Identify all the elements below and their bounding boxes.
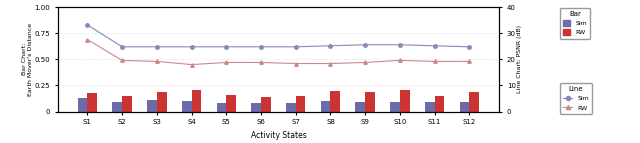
Y-axis label: Line Chart: PSNR (dB): Line Chart: PSNR (dB) (517, 25, 522, 93)
Bar (157, 92, 166, 112)
Bar (216, 103, 227, 112)
Bar (425, 102, 435, 112)
Bar (460, 102, 469, 112)
Bar (252, 103, 261, 112)
Bar (191, 90, 202, 112)
Bar (113, 102, 122, 112)
Bar (321, 101, 330, 112)
Bar (147, 100, 157, 112)
Bar (469, 92, 479, 112)
Bar (261, 97, 271, 112)
Bar (227, 95, 236, 112)
Bar (400, 90, 410, 112)
Bar (390, 102, 400, 112)
Bar (296, 96, 305, 112)
Bar (182, 101, 191, 112)
Bar (122, 96, 132, 112)
Bar (365, 92, 375, 112)
Bar (77, 98, 88, 112)
X-axis label: Activity States: Activity States (250, 131, 307, 140)
Bar (286, 103, 296, 112)
Bar (355, 102, 365, 112)
Bar (330, 91, 340, 112)
Bar (88, 93, 97, 112)
Bar (435, 96, 444, 112)
Y-axis label: Bar Chart:
Earth Mover's Distance: Bar Chart: Earth Mover's Distance (22, 23, 33, 96)
Legend: Sim, RW: Sim, RW (560, 83, 592, 114)
